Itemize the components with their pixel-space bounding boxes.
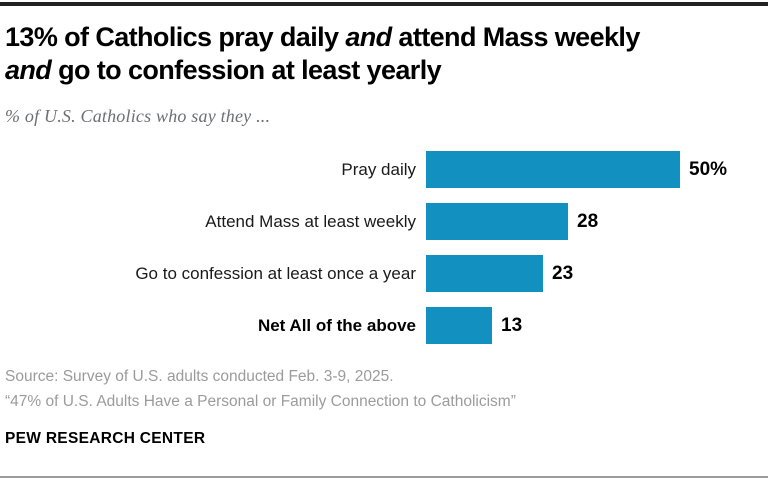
title-italic-and: and <box>345 22 392 52</box>
chart-row: Go to confession at least once a year 23 <box>0 255 768 292</box>
title-line-2: and go to confession at least yearly <box>5 54 745 87</box>
source-note: Source: Survey of U.S. adults conducted … <box>5 364 516 414</box>
bar <box>426 203 568 240</box>
category-label-net: Net All of the above <box>257 315 416 335</box>
category-label: Go to confession at least once a year <box>135 263 416 283</box>
chart-row: Pray daily 50% <box>0 151 768 188</box>
bar-chart: Pray daily 50% Attend Mass at least week… <box>0 151 768 359</box>
bar <box>426 307 492 344</box>
value-label: 23 <box>552 262 574 284</box>
pew-research-center-brand: PEW RESEARCH CENTER <box>5 430 206 447</box>
title-text: go to confession at least yearly <box>51 55 442 85</box>
title-line-1: 13% of Catholics pray daily and attend M… <box>5 21 745 54</box>
top-divider-rule <box>0 2 768 6</box>
value-label: 13 <box>501 314 523 336</box>
title-text: attend Mass weekly <box>391 22 640 52</box>
page-title: 13% of Catholics pray daily and attend M… <box>5 21 745 87</box>
category-label: Attend Mass at least weekly <box>205 211 416 231</box>
category-label: Pray daily <box>341 159 416 179</box>
value-label: 50% <box>689 158 728 180</box>
value-label: 28 <box>577 210 599 232</box>
bar <box>426 151 680 188</box>
study-title-line: “47% of U.S. Adults Have a Personal or F… <box>5 393 516 410</box>
title-italic-and: and <box>5 55 52 85</box>
bar <box>426 255 543 292</box>
chart-row: Net All of the above 13 <box>0 307 768 344</box>
source-line: Source: Survey of U.S. adults conducted … <box>5 368 394 385</box>
title-text: 13% of Catholics pray daily <box>5 22 346 52</box>
chart-subtitle: % of U.S. Catholics who say they ... <box>5 106 271 126</box>
chart-row: Attend Mass at least weekly 28 <box>0 203 768 240</box>
bottom-divider-rule <box>0 476 768 478</box>
